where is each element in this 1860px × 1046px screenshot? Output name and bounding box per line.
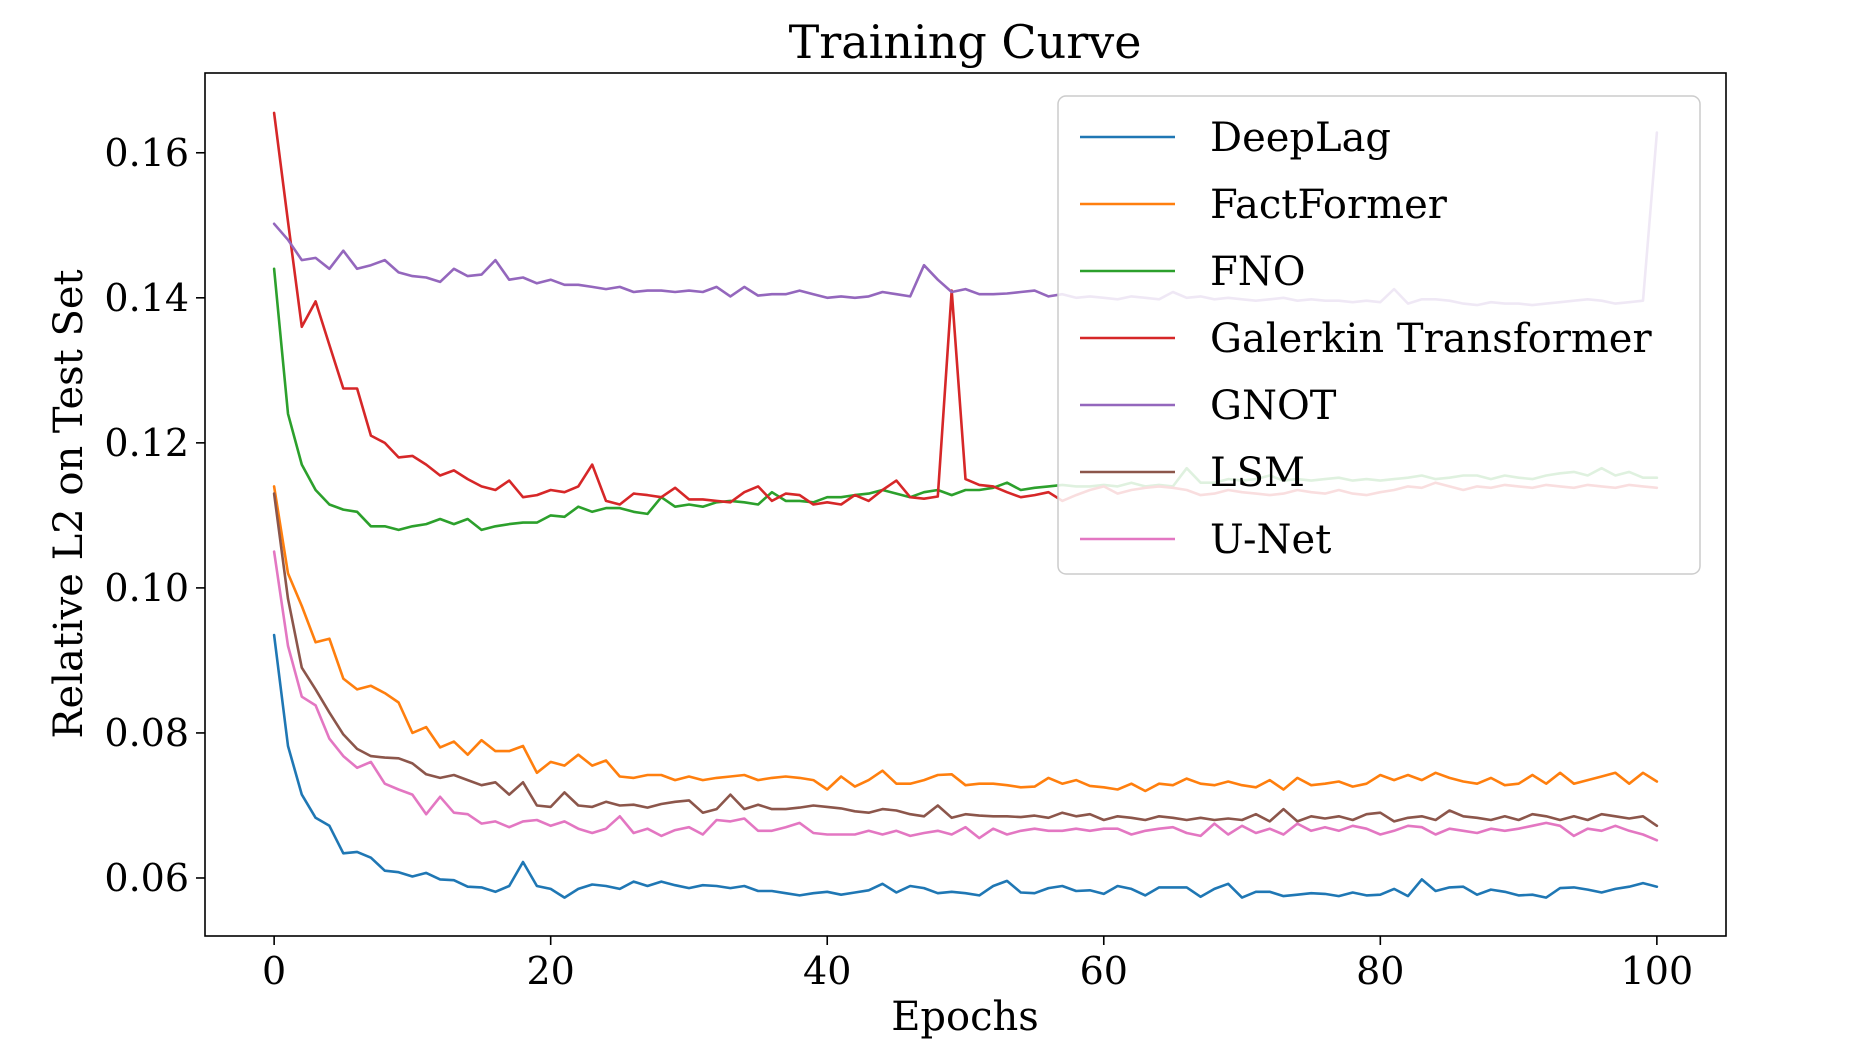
series-line-deeplag: [272, 633, 1659, 899]
y-tick-label: 0.06: [104, 856, 189, 900]
x-tick-label: 0: [262, 949, 286, 993]
series-line-lsm: [272, 492, 1659, 828]
x-tick-label: 60: [1080, 949, 1128, 993]
legend-label-deeplag: DeepLag: [1210, 115, 1391, 161]
x-tick-label: 80: [1356, 949, 1404, 993]
x-tick-label: 40: [803, 949, 851, 993]
y-tick-label: 0.16: [104, 131, 189, 175]
legend-label-gnot: GNOT: [1210, 383, 1337, 429]
legend-label-lsm: LSM: [1210, 450, 1305, 496]
y-axis-label: Relative L2 on Test Set: [46, 269, 92, 738]
legend-label-galerkin-transformer: Galerkin Transformer: [1210, 316, 1652, 362]
legend-label-factformer: FactFormer: [1210, 182, 1448, 228]
x-tick-label: 100: [1621, 949, 1694, 993]
y-tick-label: 0.12: [104, 421, 189, 465]
chart-title: Training Curve: [789, 15, 1142, 69]
legend-label-fno: FNO: [1210, 249, 1306, 295]
legend-label-u-net: U-Net: [1210, 517, 1331, 563]
y-tick-label: 0.14: [104, 276, 189, 320]
y-tick-label: 0.08: [104, 711, 189, 755]
x-axis-label: Epochs: [891, 994, 1039, 1040]
series-line-u-net: [272, 550, 1659, 842]
x-axis: 0 20 40 60 80 100: [262, 936, 1693, 993]
y-tick-label: 0.10: [104, 566, 189, 610]
plot-frame: [204, 72, 1727, 937]
legend: DeepLag FactFormer FNO Galerkin Transformer…: [1057, 95, 1701, 575]
y-axis: 0.06 0.08 0.10 0.12 0.14 0.16: [104, 131, 205, 900]
series-line-factformer: [272, 485, 1659, 793]
x-tick-label: 20: [527, 949, 575, 993]
legend-box: [1057, 95, 1701, 575]
series-layer: [272, 111, 1659, 899]
